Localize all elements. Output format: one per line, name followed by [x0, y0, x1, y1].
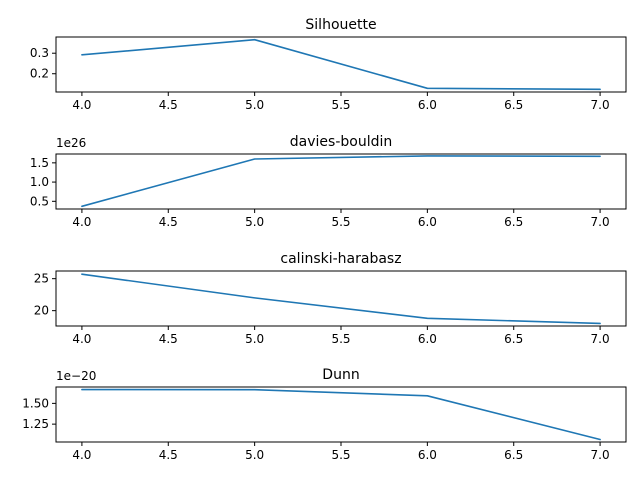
series-line: [81, 273, 601, 325]
y-tick-label: 1.50: [22, 396, 49, 410]
subplot-4: Dunn 1e−20 4.0 4.5 5.0 5.5 6.0 6.5 7.0 1.25 1.50: [22, 367, 627, 462]
x-tick-label: 4.5: [159, 98, 178, 112]
y-tick-label: 0.2: [30, 67, 49, 81]
y-tick-label: 1.25: [22, 417, 49, 431]
x-tick-label: 4.0: [72, 332, 91, 346]
y-tick-label: 25: [34, 272, 49, 286]
series-line: [81, 38, 601, 91]
series-line: [81, 155, 601, 208]
y-tick-label: 0.5: [30, 194, 49, 208]
x-tick-label: 6.0: [418, 215, 437, 229]
x-tick-label: 5.5: [331, 98, 350, 112]
axis-offset-label: 1e−20: [56, 369, 96, 383]
x-tick-label: 4.0: [72, 215, 91, 229]
x-tick-label: 5.5: [331, 215, 350, 229]
x-tick-label: 6.0: [418, 98, 437, 112]
x-tick-label: 5.0: [245, 215, 264, 229]
x-tick-label: 6.0: [418, 332, 437, 346]
subplot-2: davies-bouldin 1e26 4.0 4.5 5.0 5.5 6.0 6.5 7.0 0…: [30, 134, 627, 229]
x-tick-label: 4.5: [159, 448, 178, 462]
y-tick-label: 1.0: [30, 175, 49, 189]
x-tick-label: 6.5: [504, 448, 523, 462]
x-tick-label: 7.0: [591, 332, 610, 346]
x-tick-label: 7.0: [591, 98, 610, 112]
axis-offset-label: 1e26: [56, 136, 86, 150]
x-tick-label: 4.0: [72, 98, 91, 112]
x-tick-label: 6.5: [504, 98, 523, 112]
subplot-3: calinski-harabasz 4.0 4.5 5.0 5.5 6.0 6.5 7.0 20…: [34, 251, 627, 346]
x-tick-label: 4.5: [159, 215, 178, 229]
x-tick-label: 5.0: [245, 98, 264, 112]
x-tick-label: 6.0: [418, 448, 437, 462]
y-tick-label: 20: [34, 304, 49, 318]
subplot-title: Dunn: [322, 367, 359, 383]
subplot-title: calinski-harabasz: [280, 251, 401, 267]
x-tick-label: 6.5: [504, 215, 523, 229]
x-tick-label: 5.0: [245, 448, 264, 462]
x-tick-label: 4.5: [159, 332, 178, 346]
x-tick-label: 5.0: [245, 332, 264, 346]
series-line: [81, 388, 601, 441]
x-tick-label: 6.5: [504, 332, 523, 346]
x-tick-label: 5.5: [331, 332, 350, 346]
subplot-1: Silhouette 4.0 4.5 5.0 5.5 6.0 6.5 7.0 0.2 0.3: [30, 17, 627, 112]
y-tick-label: 1.5: [30, 156, 49, 170]
subplot-title: Silhouette: [305, 17, 376, 33]
x-tick-label: 5.5: [331, 448, 350, 462]
y-tick-label: 0.3: [30, 46, 49, 60]
subplot-title: davies-bouldin: [290, 134, 392, 150]
x-tick-label: 4.0: [72, 448, 91, 462]
x-tick-label: 7.0: [591, 215, 610, 229]
x-tick-label: 7.0: [591, 448, 610, 462]
